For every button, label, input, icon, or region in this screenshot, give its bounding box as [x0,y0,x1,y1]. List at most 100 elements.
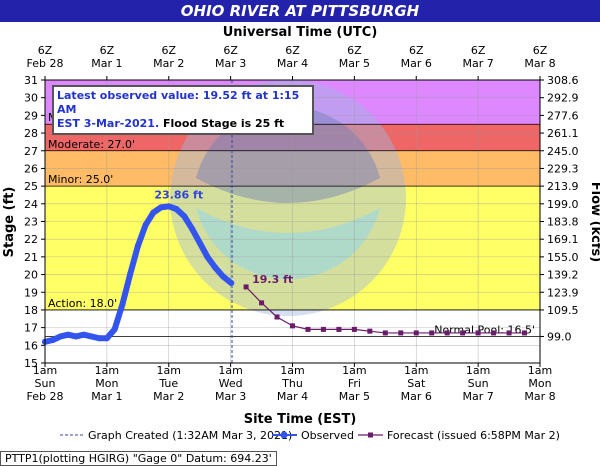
bottom-tick-label: 1am [33,364,57,377]
observed-point [57,333,64,340]
data-series: 23.86 ft 19.3 ft [42,188,528,345]
top-tick-time: 6Z [161,44,176,57]
observed-point [219,273,226,280]
left-tick-label: 21 [24,251,38,264]
forecast-point [336,326,342,332]
observed-point [111,326,118,333]
forecast-point [460,330,466,336]
left-tick-label: 19 [24,286,38,299]
observed-point [88,333,95,340]
bottom-tick-label: Mar 5 [339,390,370,403]
bottom-tick-label: 1am [218,364,242,377]
left-tick-label: 23 [24,216,38,229]
legend-forecast-marker [368,432,373,438]
bottom-tick-label: Sun [35,377,56,390]
observed-point [150,209,157,216]
right-tick-label: 109.5 [547,304,579,317]
right-tick-label: 99.0 [547,330,572,343]
bottom-tick-label: Mar 7 [463,390,494,403]
observed-point [134,243,141,250]
bottom-tick-label: Thu [281,377,303,390]
crest-label: 23.86 ft [154,188,203,201]
forecast-point [475,330,481,336]
forecast-start-label: 19.3 ft [252,273,293,286]
bottom-tick-label: 1am [404,364,428,377]
forecast-point [398,330,404,336]
forecast-point [320,326,326,332]
observed-point [80,331,87,338]
top-tick-date: Mar 7 [463,57,494,70]
left-tick-label: 25 [24,180,38,193]
bottom-tick-label: Mar 6 [401,390,432,403]
bottom-tick-label: Tue [158,377,178,390]
observed-point [103,335,110,342]
bottom-tick-label: 1am [342,364,366,377]
right-tick-label: 292.9 [547,92,579,105]
legend: Graph Created (1:32AM Mar 3, 2021) Obser… [60,429,560,442]
left-tick-label: 30 [24,92,38,105]
bottom-tick-label: Feb 28 [27,390,64,403]
left-tick-label: 18 [24,304,38,317]
left-tick-label: 20 [24,269,38,282]
legend-observed-marker [280,431,288,439]
bottom-tick-label: Mar 8 [524,390,555,403]
top-tick-date: Mar 5 [339,57,370,70]
left-tick-label: 31 [24,74,38,87]
left-tick-label: 16 [24,339,38,352]
bottom-tick-label: 1am [280,364,304,377]
threshold-label-action: Action: 18.0' [48,297,117,310]
top-tick-time: 6Z [285,44,300,57]
top-tick-time: 6Z [223,44,238,57]
right-tick-label: 213.9 [547,180,579,193]
forecast-point [522,330,528,336]
left-tick-label: 17 [24,322,38,335]
bottom-tick-label: 1am [528,364,552,377]
observed-point [142,222,149,229]
legend-created-label: Graph Created (1:32AM Mar 3, 2021) [88,429,292,442]
top-tick-time: 6Z [347,44,362,57]
observed-point [181,213,188,220]
bottom-tick-label: Mar 4 [277,390,308,403]
observed-point [188,225,195,232]
right-tick-label: 139.2 [547,269,579,282]
plot-frame [44,79,541,364]
forecast-point [491,330,497,336]
threshold-label-minor: Minor: 25.0' [48,173,113,186]
observed-point [212,264,219,271]
bottom-tick-label: Wed [219,377,243,390]
observed-point [96,335,103,342]
legend-forecast-label: Forecast (issued 6:58PM Mar 2) [387,429,560,442]
latest-observed-line2: EST 3-Mar-2021. [57,117,163,130]
observed-point [165,203,172,210]
top-tick-date: Mar 1 [91,57,122,70]
observed-point [119,301,126,308]
observed-point [196,239,203,246]
right-tick-label: 229.3 [547,162,579,175]
observed-point [72,333,79,340]
top-tick-date: Mar 6 [401,57,432,70]
forecast-point [274,314,280,320]
forecast-point [444,330,450,336]
bottom-tick-label: Mon [528,377,551,390]
top-tick-time: 6Z [100,44,115,57]
right-tick-label: 277.6 [547,109,579,122]
title-bar [0,0,600,22]
left-tick-label: 26 [24,162,38,175]
forecast-point [259,300,265,306]
observed-point [127,271,134,278]
right-tick-label: 261.1 [547,127,579,140]
top-tick-date: Mar 8 [524,57,555,70]
top-tick-time: 6Z [409,44,424,57]
left-tick-label: 28 [24,127,38,140]
forecast-point [367,328,373,334]
observed-point [173,206,180,213]
observed-point [158,204,165,211]
forecast-point [243,284,249,290]
bottom-tick-label: Mon [95,377,118,390]
right-tick-label: 169.1 [547,233,579,246]
right-tick-label: 123.9 [547,286,579,299]
top-tick-time: 6Z [471,44,486,57]
right-tick-label: 155.0 [547,251,579,264]
legend-observed-label: Observed [301,429,354,442]
bottom-tick-label: 1am [466,364,490,377]
